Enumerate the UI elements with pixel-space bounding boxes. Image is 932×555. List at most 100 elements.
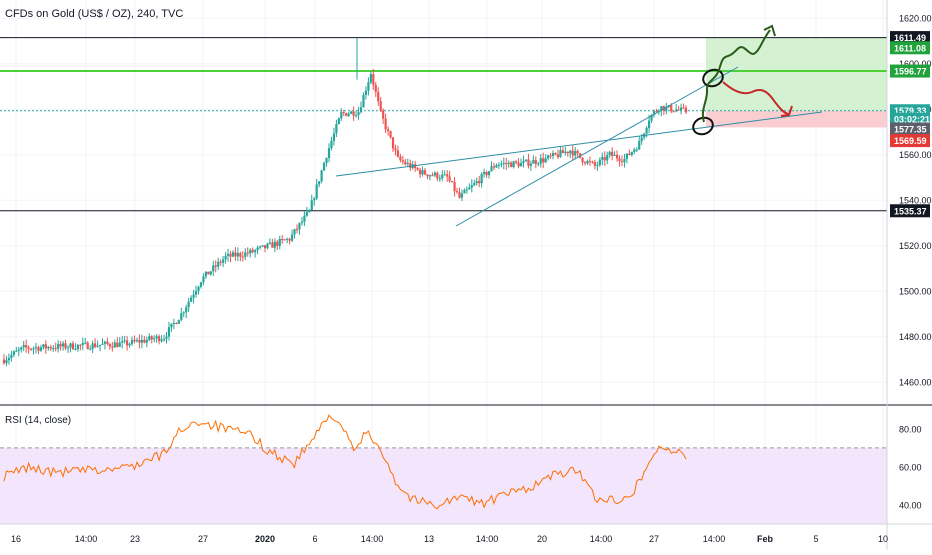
candle-body (404, 161, 407, 165)
candle-body (478, 181, 481, 184)
y-tick-label: 1520.00 (899, 241, 932, 251)
candle-body (635, 149, 638, 151)
candle-body (372, 74, 375, 85)
candle-body (386, 129, 390, 131)
price-tag: 1611.08 (890, 41, 930, 55)
candle-body (27, 347, 30, 349)
candle-body (529, 163, 532, 166)
candle-body (357, 112, 360, 116)
candle-body (290, 234, 294, 241)
candle-body (532, 160, 535, 164)
candle-body (254, 250, 257, 253)
candle-body (601, 156, 604, 160)
candle-body (559, 150, 562, 158)
candle-body (315, 184, 318, 199)
take-profit-zone (706, 37, 887, 111)
candle-body (268, 242, 272, 244)
candle-body (295, 229, 299, 231)
candle-body (679, 107, 683, 111)
candle-body (394, 148, 397, 151)
candle-body (335, 124, 338, 134)
candle-body (495, 165, 498, 168)
candle-body (20, 347, 23, 350)
candle-body (288, 238, 291, 241)
candle-body (84, 342, 87, 344)
candle-body (162, 338, 166, 340)
candle-body (352, 111, 355, 116)
candle-body (340, 112, 343, 119)
candle-body (389, 130, 392, 138)
candle-body (611, 151, 614, 156)
candle-body (441, 174, 444, 179)
candle-body (487, 171, 491, 176)
candle-body (451, 180, 454, 183)
x-tick-label: 20 (537, 534, 547, 544)
candle-body (140, 339, 143, 343)
trendline-upper-wedge (335, 111, 823, 177)
candle-body (670, 105, 673, 112)
candle-body (121, 341, 124, 343)
y-tick-label: 1540.00 (899, 196, 932, 206)
candle-body (359, 107, 363, 113)
circle-annotation-bottom (692, 116, 714, 136)
candle-body (347, 113, 350, 116)
candle-body (460, 193, 464, 198)
candle-body (650, 115, 653, 121)
stop-loss-zone (706, 110, 887, 128)
candle-body (510, 162, 513, 168)
candle-body (433, 172, 436, 176)
candle-body (217, 261, 220, 267)
price-tag-bg (890, 134, 930, 148)
candle-body (675, 109, 678, 112)
candle-body (418, 169, 422, 175)
symbol-title: CFDs on Gold (US$ / OZ), 240, TVC (5, 8, 184, 20)
candle-body (177, 320, 180, 324)
candle-body (475, 181, 478, 183)
candle-body (603, 156, 606, 161)
candle-body (251, 249, 254, 253)
candle-body (608, 151, 611, 156)
candle-body (7, 357, 11, 361)
price-tag-bg (890, 31, 930, 45)
candle-body (652, 111, 656, 116)
candle-body (490, 166, 493, 172)
candle-body (337, 118, 340, 125)
candle-body (350, 111, 353, 114)
price-tag-label: 1611.08 (894, 43, 926, 53)
x-tick-label: 14:00 (361, 534, 384, 544)
candle-body (364, 90, 368, 95)
candle-body (638, 141, 641, 150)
rsi-line (3, 414, 687, 510)
candle-body (155, 336, 158, 339)
candle-body (379, 101, 382, 111)
candle-body (542, 158, 545, 163)
candle-body (426, 174, 429, 177)
candle-body (130, 339, 134, 344)
candle-body (438, 178, 441, 180)
candle-body (313, 198, 316, 201)
candle-body (628, 153, 631, 155)
candle-body (226, 253, 230, 256)
candle-body (175, 323, 178, 325)
candle-body (534, 160, 537, 164)
candle-body (190, 297, 193, 302)
candle-body (15, 350, 18, 352)
candle-body (71, 343, 75, 350)
candle-body (2, 359, 6, 364)
candle-body (185, 307, 188, 313)
candle-body (158, 336, 161, 342)
candle-body (263, 245, 267, 249)
price-tag: 1596.77 (890, 64, 930, 78)
candle-body (118, 342, 121, 347)
y-tick-label: 1620.00 (899, 14, 932, 24)
candle-body (96, 345, 99, 347)
x-tick-label: 23 (130, 534, 140, 544)
candle-body (318, 181, 321, 185)
x-tick-label: 10 (878, 534, 888, 544)
x-tick-label: 13 (424, 534, 434, 544)
candle-body (428, 175, 432, 177)
candle-body (231, 252, 235, 257)
candle-body (497, 164, 500, 166)
candle-body (192, 294, 195, 298)
